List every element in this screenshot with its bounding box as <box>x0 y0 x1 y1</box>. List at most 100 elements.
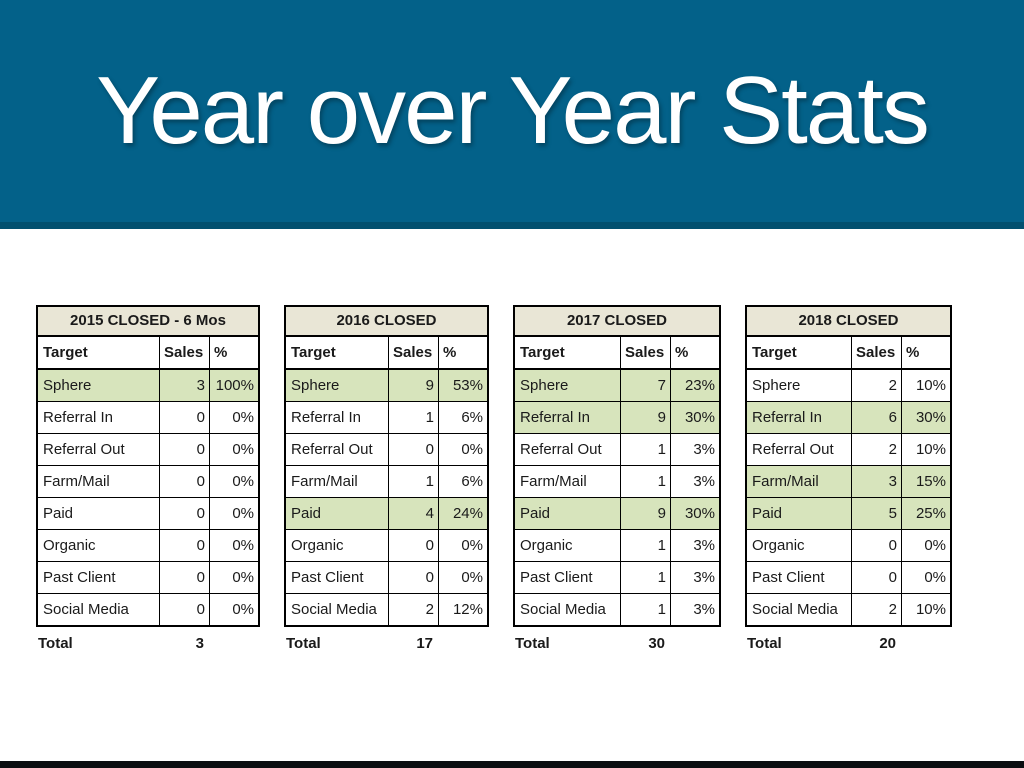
pct-cell: 10% <box>915 377 946 394</box>
table-title: 2017 CLOSED <box>513 305 721 335</box>
pct-cell: 25% <box>915 505 946 522</box>
target-cell: Paid <box>38 498 160 529</box>
table-row: Social Media 0 0% <box>38 594 258 625</box>
table-row: Farm/Mail 3 15% <box>747 466 950 498</box>
sales-cell: 2 <box>389 594 439 625</box>
pct-cell: 0% <box>232 505 254 522</box>
pct-cell: 0% <box>461 537 483 554</box>
sales-cell: 1 <box>621 562 671 593</box>
table-row: Referral Out 2 10% <box>747 434 950 466</box>
total-label: Total <box>515 635 550 652</box>
table-row: Sphere 7 23% <box>515 370 719 402</box>
target-cell: Paid <box>515 498 621 529</box>
table-row: Farm/Mail 0 0% <box>38 466 258 498</box>
table-row: Referral In 6 30% <box>747 402 950 434</box>
pct-cell: 0% <box>924 569 946 586</box>
table-row: Sphere 2 10% <box>747 370 950 402</box>
target-cell: Social Media <box>515 594 621 625</box>
column-header-sales: Sales <box>852 337 902 368</box>
target-cell: Social Media <box>38 594 160 625</box>
sales-cell: 0 <box>160 562 210 593</box>
pct-cell: 3% <box>693 441 715 458</box>
total-row: Total 17 <box>284 635 489 652</box>
sales-cell: 1 <box>621 594 671 625</box>
sales-cell: 1 <box>621 434 671 465</box>
table-row: Farm/Mail 1 6% <box>286 466 487 498</box>
sales-cell: 0 <box>160 530 210 561</box>
sales-cell: 2 <box>852 370 902 401</box>
table-row: Referral Out 0 0% <box>38 434 258 466</box>
target-cell: Farm/Mail <box>515 466 621 497</box>
tables-container: 2015 CLOSED - 6 Mos Target Sales % Spher… <box>36 305 952 652</box>
column-header-sales: Sales <box>160 337 210 368</box>
column-header-target: Target <box>515 337 621 368</box>
sales-cell: 9 <box>389 370 439 401</box>
target-cell: Paid <box>286 498 389 529</box>
table-grid: Target Sales % Sphere 2 10% Referral In … <box>745 335 952 627</box>
table-grid: Target Sales % Sphere 3 100% Referral In… <box>36 335 260 627</box>
target-cell: Paid <box>747 498 852 529</box>
pct-cell: 0% <box>232 409 254 426</box>
target-cell: Referral Out <box>38 434 160 465</box>
column-header-pct: % <box>214 344 228 361</box>
sales-cell: 5 <box>852 498 902 529</box>
target-cell: Sphere <box>515 370 621 401</box>
total-value: 17 <box>416 635 433 652</box>
total-value: 30 <box>648 635 665 652</box>
target-cell: Sphere <box>747 370 852 401</box>
table-grid: Target Sales % Sphere 9 53% Referral In … <box>284 335 489 627</box>
pct-cell: 0% <box>461 441 483 458</box>
pct-cell: 0% <box>232 569 254 586</box>
table-header-row: Target Sales % <box>38 337 258 370</box>
column-header-pct: % <box>675 344 689 361</box>
sales-cell: 3 <box>160 370 210 401</box>
target-cell: Organic <box>286 530 389 561</box>
pct-cell: 6% <box>461 473 483 490</box>
pct-cell: 30% <box>684 409 715 426</box>
sales-cell: 1 <box>621 530 671 561</box>
target-cell: Organic <box>747 530 852 561</box>
table-row: Referral In 1 6% <box>286 402 487 434</box>
target-cell: Social Media <box>286 594 389 625</box>
sales-cell: 3 <box>852 466 902 497</box>
target-cell: Referral In <box>38 402 160 433</box>
table-row: Referral Out 1 3% <box>515 434 719 466</box>
sales-cell: 9 <box>621 402 671 433</box>
table-row: Referral Out 0 0% <box>286 434 487 466</box>
pct-cell: 0% <box>232 441 254 458</box>
table-row: Referral In 9 30% <box>515 402 719 434</box>
pct-cell: 3% <box>693 537 715 554</box>
pct-cell: 0% <box>461 569 483 586</box>
total-row: Total 3 <box>36 635 260 652</box>
table-row: Organic 0 0% <box>286 530 487 562</box>
pct-cell: 3% <box>693 569 715 586</box>
pct-cell: 100% <box>215 377 254 394</box>
target-cell: Farm/Mail <box>38 466 160 497</box>
total-value: 3 <box>195 635 204 652</box>
pct-cell: 23% <box>684 377 715 394</box>
stats-table-2017: 2017 CLOSED Target Sales % Sphere 7 23% … <box>513 305 721 652</box>
target-cell: Referral In <box>286 402 389 433</box>
sales-cell: 2 <box>852 594 902 625</box>
target-cell: Organic <box>515 530 621 561</box>
sales-cell: 0 <box>852 562 902 593</box>
target-cell: Organic <box>38 530 160 561</box>
pct-cell: 6% <box>461 409 483 426</box>
total-label: Total <box>747 635 782 652</box>
column-header-sales: Sales <box>389 337 439 368</box>
table-row: Organic 0 0% <box>38 530 258 562</box>
target-cell: Sphere <box>38 370 160 401</box>
pct-cell: 10% <box>915 601 946 618</box>
table-row: Paid 4 24% <box>286 498 487 530</box>
target-cell: Past Client <box>286 562 389 593</box>
table-grid: Target Sales % Sphere 7 23% Referral In … <box>513 335 721 627</box>
total-label: Total <box>38 635 73 652</box>
sales-cell: 1 <box>621 466 671 497</box>
table-header-row: Target Sales % <box>747 337 950 370</box>
target-cell: Referral Out <box>515 434 621 465</box>
table-row: Paid 9 30% <box>515 498 719 530</box>
table-title: 2015 CLOSED - 6 Mos <box>36 305 260 335</box>
total-row: Total 30 <box>513 635 721 652</box>
total-label: Total <box>286 635 321 652</box>
column-header-sales: Sales <box>621 337 671 368</box>
